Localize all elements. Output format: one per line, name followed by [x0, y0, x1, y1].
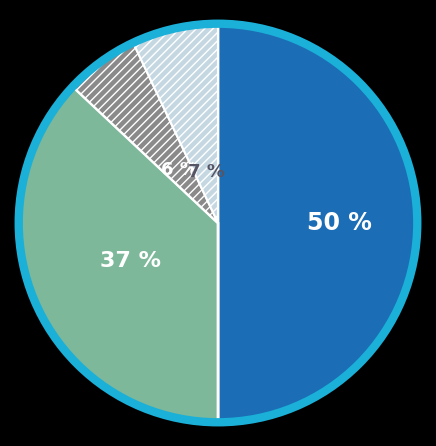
- Text: 7 %: 7 %: [188, 163, 225, 181]
- Text: 37 %: 37 %: [100, 251, 161, 271]
- Text: 6 %: 6 %: [161, 161, 198, 179]
- Text: 50 %: 50 %: [307, 211, 372, 235]
- Wedge shape: [19, 87, 218, 422]
- Wedge shape: [73, 43, 218, 223]
- Wedge shape: [133, 24, 218, 223]
- Wedge shape: [218, 24, 417, 422]
